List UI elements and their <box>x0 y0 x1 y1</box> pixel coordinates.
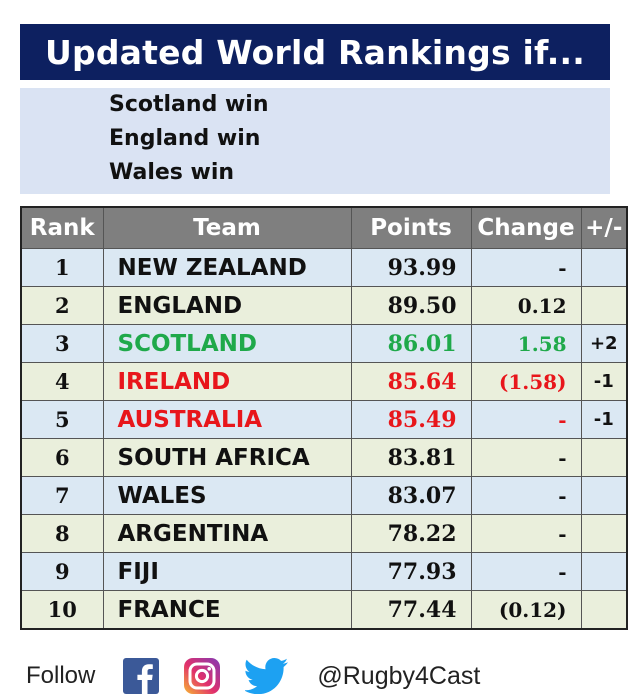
team-cell: SCOTLAND <box>102 324 352 363</box>
points-cell: 83.81 <box>350 438 472 477</box>
plus-minus-cell <box>580 248 628 287</box>
scenario-line: Wales win <box>109 160 235 185</box>
change-cell: (1.58) <box>470 362 582 401</box>
rank-cell: 10 <box>20 590 104 630</box>
rank-cell: 3 <box>20 324 104 363</box>
table-row: 8 ARGENTINA 78.22- <box>20 514 628 553</box>
plus-minus-cell: -1 <box>580 362 628 401</box>
team-cell: SOUTH AFRICA <box>102 438 352 477</box>
change-cell: - <box>470 400 582 439</box>
header-team: Team <box>102 206 352 249</box>
table-row: 1 NEW ZEALAND 93.99- <box>20 248 628 287</box>
twitter-icon[interactable] <box>245 658 289 694</box>
change-cell: - <box>470 552 582 591</box>
plus-minus-cell: +2 <box>580 324 628 363</box>
rank-cell: 1 <box>20 248 104 287</box>
rank-cell: 8 <box>20 514 104 553</box>
points-cell: 78.22 <box>350 514 472 553</box>
rank-cell: 6 <box>20 438 104 477</box>
header-rank: Rank <box>20 206 104 249</box>
twitter-handle[interactable]: @Rugby4Cast <box>317 661 481 690</box>
rank-cell: 2 <box>20 286 104 325</box>
instagram-icon[interactable] <box>183 657 221 695</box>
rank-cell: 5 <box>20 400 104 439</box>
page-title: Updated World Rankings if... <box>20 24 610 80</box>
scenario-panel: Scotland win England win Wales win <box>20 88 610 194</box>
team-cell: ENGLAND <box>102 286 352 325</box>
team-cell: FIJI <box>102 552 352 591</box>
plus-minus-cell: -1 <box>580 400 628 439</box>
scenario-line: England win <box>109 126 261 151</box>
points-cell: 86.01 <box>350 324 472 363</box>
points-cell: 85.64 <box>350 362 472 401</box>
points-cell: 77.44 <box>350 590 472 630</box>
plus-minus-cell <box>580 476 628 515</box>
scenario-line: Scotland win <box>109 92 269 117</box>
team-cell: NEW ZEALAND <box>102 248 352 287</box>
rank-cell: 9 <box>20 552 104 591</box>
change-cell: 1.58 <box>470 324 582 363</box>
facebook-icon[interactable] <box>123 658 160 694</box>
change-cell: - <box>470 514 582 553</box>
header-change: Change <box>470 206 582 249</box>
table-row: 9 FIJI 77.93- <box>20 552 628 591</box>
points-cell: 83.07 <box>350 476 472 515</box>
points-cell: 77.93 <box>350 552 472 591</box>
plus-minus-cell <box>580 552 628 591</box>
footer: Follow @Rugby4Cast <box>26 654 626 698</box>
plus-minus-cell <box>580 590 628 630</box>
rankings-table-container: Rank Team Points Change +/- 1 NEW ZEALAND… <box>20 206 628 630</box>
team-cell: ARGENTINA <box>102 514 352 553</box>
table-header-row: Rank Team Points Change +/- <box>20 206 628 249</box>
change-cell: - <box>470 476 582 515</box>
team-cell: WALES <box>102 476 352 515</box>
points-cell: 85.49 <box>350 400 472 439</box>
change-cell: (0.12) <box>470 590 582 630</box>
rankings-table: Rank Team Points Change +/- 1 NEW ZEALAND… <box>20 206 628 630</box>
points-cell: 89.50 <box>350 286 472 325</box>
table-row: 5 AUSTRALIA 85.49- -1 <box>20 400 628 439</box>
table-row: 6 SOUTH AFRICA 83.81- <box>20 438 628 477</box>
change-cell: 0.12 <box>470 286 582 325</box>
change-cell: - <box>470 438 582 477</box>
plus-minus-cell <box>580 438 628 477</box>
table-row: 4 IRELAND 85.64 (1.58) -1 <box>20 362 628 401</box>
points-cell: 93.99 <box>350 248 472 287</box>
team-cell: IRELAND <box>102 362 352 401</box>
table-row: 2 ENGLAND 89.50 0.12 <box>20 286 628 325</box>
team-cell: FRANCE <box>102 590 352 630</box>
table-row: 3 SCOTLAND 86.01 1.58 +2 <box>20 324 628 363</box>
plus-minus-cell <box>580 514 628 553</box>
header-points: Points <box>350 206 472 249</box>
table-row: 7 WALES 83.07- <box>20 476 628 515</box>
team-cell: AUSTRALIA <box>102 400 352 439</box>
plus-minus-cell <box>580 286 628 325</box>
table-row: 10 FRANCE 77.44 (0.12) <box>20 590 628 630</box>
header-plus-minus: +/- <box>580 206 628 249</box>
change-cell: - <box>470 248 582 287</box>
follow-label: Follow <box>26 662 96 689</box>
rank-cell: 4 <box>20 362 104 401</box>
rank-cell: 7 <box>20 476 104 515</box>
